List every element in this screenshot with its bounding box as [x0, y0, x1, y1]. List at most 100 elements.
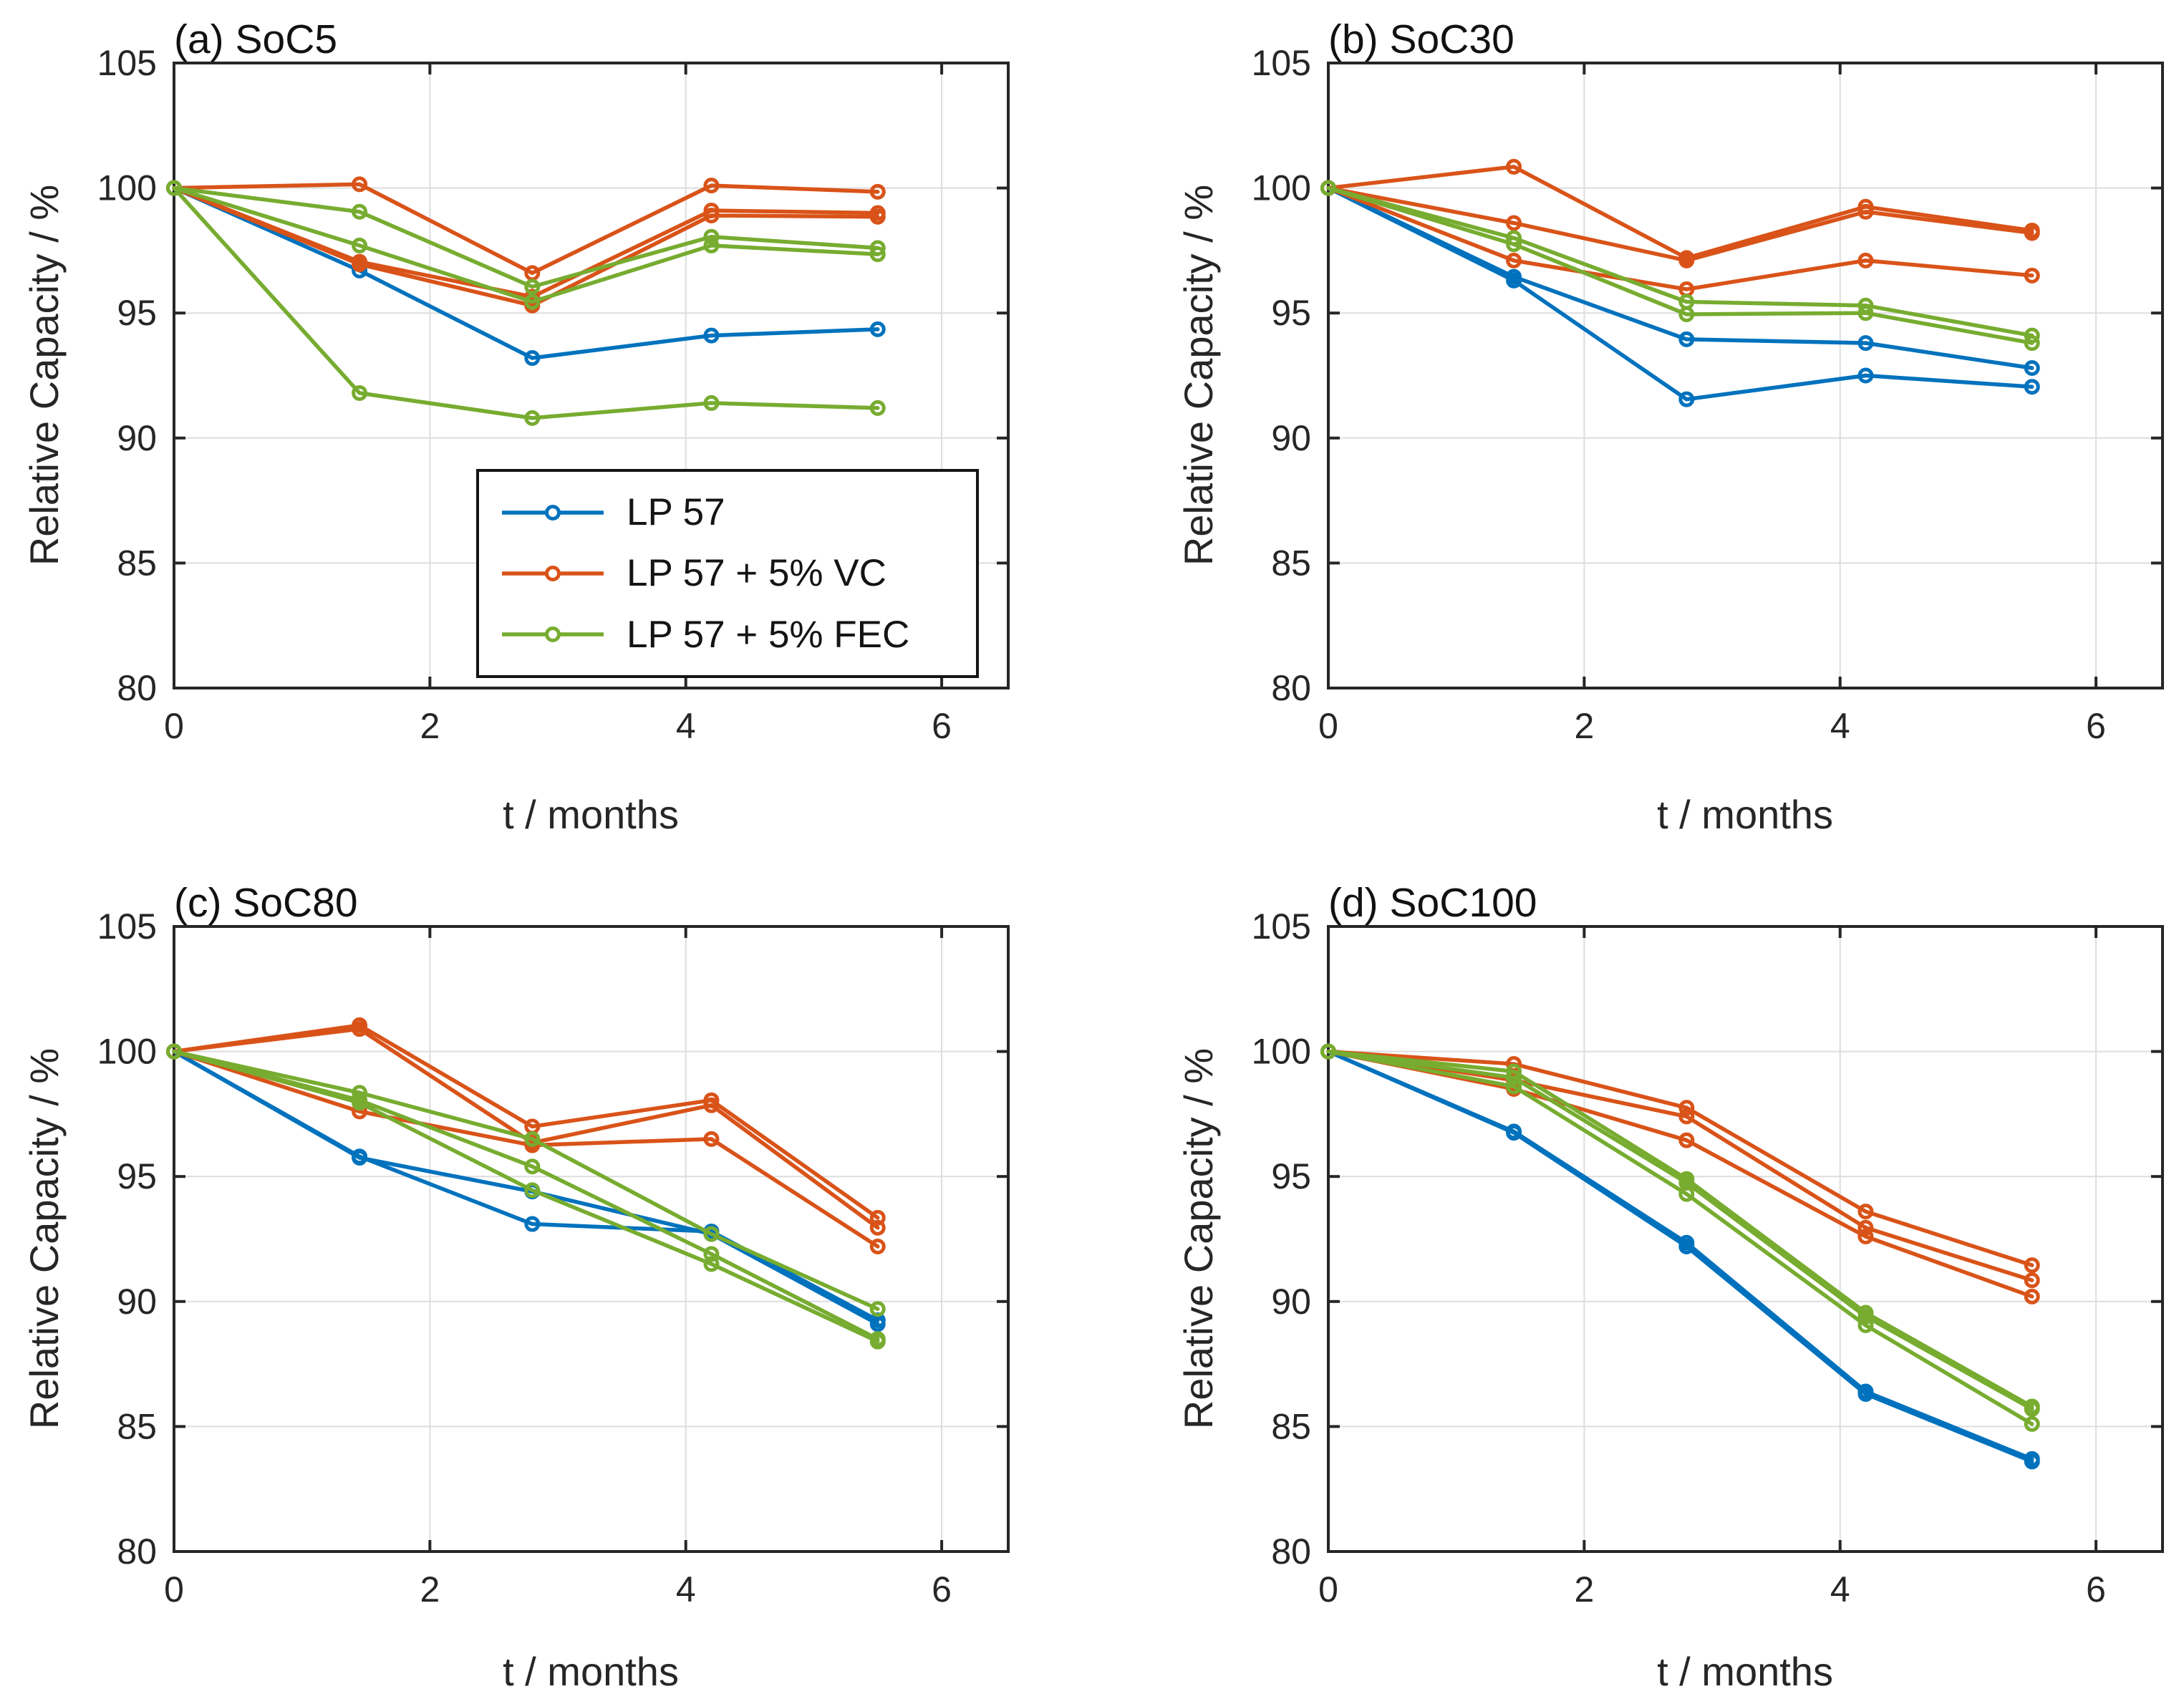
legend-item-lp57-vc: LP 57 + 5% VC [499, 551, 969, 595]
series-line [1326, 185, 2034, 263]
data-point-marker [703, 178, 720, 194]
data-point-marker [524, 1182, 541, 1199]
chart-c-title: (c) SoC80 [174, 880, 358, 926]
series-line [1326, 1049, 2034, 1267]
series-line [172, 185, 880, 360]
data-point-marker [524, 410, 541, 426]
y-tick-label: 85 [117, 1406, 157, 1446]
data-point-marker [524, 294, 541, 310]
y-tick-label: 105 [97, 906, 157, 947]
chart-b-title: (b) SoC30 [1328, 16, 1514, 62]
data-point-marker [524, 1131, 541, 1147]
series-line [1326, 1049, 2034, 1409]
data-point-marker [1678, 1100, 1695, 1116]
data-point-marker [703, 237, 720, 253]
series-line [1326, 185, 2034, 338]
data-point-marker [1506, 1078, 1522, 1095]
data-point-marker [1506, 158, 1522, 175]
data-point-marker [869, 183, 886, 200]
y-tick-label: 85 [1271, 543, 1311, 583]
y-tick-label: 105 [97, 43, 157, 83]
y-tick-label: 80 [117, 1531, 157, 1572]
data-point-marker [703, 1246, 720, 1262]
legend-label-lp57-fec: LP 57 + 5% FEC [627, 613, 910, 656]
data-point-marker [1506, 252, 1522, 268]
legend-line-marker-green-icon [502, 626, 604, 643]
data-point-marker [2024, 1415, 2040, 1432]
data-point-marker [703, 327, 720, 344]
y-tick-label: 85 [1271, 1406, 1311, 1446]
x-tick-label: 0 [1318, 1569, 1338, 1610]
data-point-marker [1320, 1043, 1336, 1060]
data-point-marker [1857, 252, 1874, 268]
chart-c: 80 85 90 95 100 105 0 2 4 6 [97, 906, 1010, 1610]
series-orange [1320, 158, 2040, 266]
series-line [172, 182, 880, 276]
data-point-marker [2024, 1453, 2040, 1470]
data-point-marker [2024, 1400, 2040, 1417]
data-point-marker [1857, 1386, 1874, 1403]
series-orange [1320, 1043, 2040, 1274]
data-point-marker [2024, 1257, 2040, 1274]
data-point-marker [1678, 1132, 1695, 1148]
data-point-marker [2024, 1272, 2040, 1289]
data-point-marker [1857, 1219, 1874, 1236]
data-point-marker [352, 237, 368, 253]
data-point-marker [352, 1150, 368, 1166]
data-point-marker [869, 321, 886, 337]
data-point-marker [1857, 367, 1874, 384]
data-point-marker [869, 246, 886, 263]
data-point-marker [1678, 331, 1695, 347]
data-point-marker [869, 400, 886, 416]
y-tick-label: 95 [1271, 1156, 1311, 1196]
series-green [1320, 1043, 2040, 1432]
y-tick-label: 80 [1271, 1531, 1311, 1572]
legend-label-lp57: LP 57 [627, 491, 725, 534]
x-tick-label: 2 [1574, 706, 1594, 746]
data-point-marker [166, 1043, 182, 1060]
data-point-marker [1506, 215, 1522, 231]
data-point-marker [1678, 391, 1695, 407]
y-tick-label: 105 [1252, 43, 1311, 83]
data-point-marker [524, 350, 541, 367]
data-point-marker [1857, 1308, 1874, 1325]
data-point-marker [703, 1256, 720, 1272]
data-point-marker [869, 1333, 886, 1350]
data-point-marker [1857, 335, 1874, 352]
series-green [1320, 180, 2040, 352]
y-tick-label: 85 [117, 543, 157, 583]
data-point-marker [1857, 1317, 1874, 1333]
data-point-marker [1857, 1229, 1874, 1245]
y-tick-label: 80 [117, 668, 157, 708]
axes-box [1327, 62, 2164, 689]
data-point-marker [352, 203, 368, 220]
data-point-marker [1857, 305, 1874, 321]
series-line [172, 185, 880, 289]
x-tick-label: 4 [1830, 1569, 1850, 1610]
chart-d-ylabel: Relative Capacity / % [1176, 1047, 1221, 1430]
data-point-marker [1678, 1186, 1695, 1202]
y-tick-label: 90 [117, 418, 157, 458]
y-tick-label: 95 [1271, 293, 1311, 333]
data-point-marker [869, 1316, 886, 1332]
data-point-marker [2024, 379, 2040, 395]
series-line [1326, 185, 2034, 345]
data-point-marker [2024, 267, 2040, 284]
chart-b: 80 85 90 95 100 105 0 2 4 6 [1252, 43, 2164, 746]
data-point-marker [1506, 1070, 1522, 1086]
data-point-marker [1857, 1204, 1874, 1220]
series-line [1326, 185, 2034, 370]
data-point-marker [1506, 236, 1522, 253]
axes-box [1327, 925, 2164, 1553]
series-green [166, 180, 886, 426]
series-green [166, 1043, 886, 1350]
data-point-marker [703, 208, 720, 224]
chart-b-ylabel: Relative Capacity / % [1176, 184, 1221, 566]
data-point-marker [524, 1158, 541, 1175]
data-point-marker [703, 1097, 720, 1113]
x-tick-label: 0 [164, 706, 184, 746]
data-point-marker [2024, 360, 2040, 377]
chart-a-title: (a) SoC5 [174, 16, 338, 62]
series-line [172, 185, 880, 308]
